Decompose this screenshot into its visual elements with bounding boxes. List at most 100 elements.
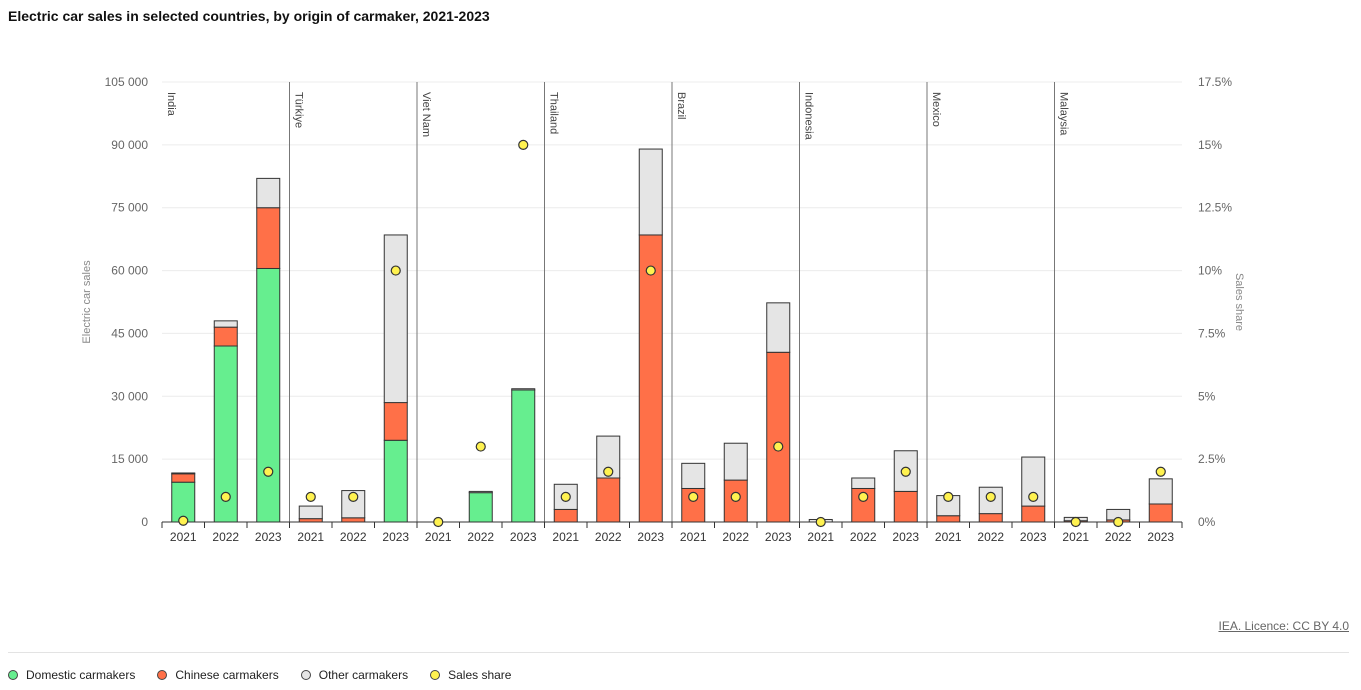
x-tick-label: 2022: [977, 530, 1004, 544]
x-tick-label: 2023: [892, 530, 919, 544]
x-tick-label: 2023: [382, 530, 409, 544]
y-tick-label: 60 000: [111, 264, 148, 278]
sales-share-point: [943, 491, 954, 502]
x-tick-label: 2022: [467, 530, 494, 544]
bar-chinese: [596, 477, 621, 523]
bar-other: [681, 462, 706, 489]
y2-tick-label: 7.5%: [1198, 326, 1226, 340]
x-tick-label: 2023: [510, 530, 537, 544]
x-tick-label: 2021: [297, 530, 324, 544]
sales-share-point: [390, 265, 401, 276]
country-label: Thailand: [548, 92, 560, 134]
y2-tick-label: 0%: [1198, 515, 1216, 529]
x-tick-label: 2023: [637, 530, 664, 544]
legend-label-other: Other carmakers: [318, 668, 409, 682]
legend-swatch-domestic: [8, 670, 18, 680]
bar-other: [596, 435, 621, 479]
bar-other: [766, 302, 791, 353]
x-tick-label: 2022: [595, 530, 622, 544]
legend-swatch-share: [430, 670, 441, 680]
x-tick-label: 2021: [680, 530, 707, 544]
x-tick-label: 2021: [935, 530, 962, 544]
legend-item-domestic[interactable]: Domestic carmakers: [8, 668, 135, 682]
bar-chinese: [256, 207, 281, 269]
legend-swatch-other: [300, 670, 311, 680]
y2-tick-label: 5%: [1198, 389, 1216, 403]
country-label: India: [165, 92, 177, 117]
bar-chinese: [978, 513, 1003, 523]
bar-domestic: [468, 492, 493, 523]
bar-domestic: [511, 389, 536, 523]
sales-share-point: [560, 491, 571, 502]
sales-share-point: [1028, 491, 1039, 502]
sales-share-point: [178, 515, 189, 526]
x-tick-label: 2021: [425, 530, 452, 544]
y-axis-title: Electric car sales: [81, 260, 93, 344]
x-tick-label: 2023: [1020, 530, 1047, 544]
bar-other: [468, 490, 493, 494]
sales-share-point: [1070, 516, 1081, 528]
sales-share-point: [730, 491, 741, 502]
legend-label-share: Sales share: [448, 668, 512, 682]
bar-chinese: [213, 326, 238, 347]
sales-share-point: [900, 466, 911, 477]
country-label: Malaysia: [1058, 92, 1070, 136]
country-label: Mexico: [930, 92, 942, 127]
sales-share-point: [985, 491, 996, 502]
sales-share-point: [475, 441, 486, 452]
y-tick-label: 90 000: [111, 138, 148, 152]
y-tick-label: 15 000: [111, 452, 148, 466]
bar-chinese: [171, 473, 196, 483]
sales-share-point: [773, 441, 784, 452]
bar-other: [171, 472, 196, 475]
sales-share-point: [518, 139, 529, 150]
bar-other: [383, 234, 408, 404]
bar-other: [851, 477, 876, 489]
legend-item-other[interactable]: Other carmakers: [300, 668, 409, 682]
bar-other: [1148, 478, 1173, 505]
x-tick-label: 2022: [850, 530, 877, 544]
bar-other: [256, 177, 281, 209]
bar-chinese: [1148, 503, 1173, 523]
bar-other: [723, 442, 748, 481]
bar-other: [511, 388, 536, 391]
y2-tick-label: 12.5%: [1198, 201, 1232, 215]
legend-label-domestic: Domestic carmakers: [26, 668, 136, 682]
sales-share-point: [348, 491, 359, 502]
source-link[interactable]: IEA. Licence: CC BY 4.0: [1218, 619, 1349, 633]
sales-share-point: [1113, 516, 1124, 528]
sales-share-point: [603, 466, 614, 477]
legend-item-chinese[interactable]: Chinese carmakers: [157, 668, 279, 682]
x-tick-label: 2022: [1105, 530, 1132, 544]
bar-chinese: [638, 234, 663, 523]
bar-chinese: [1021, 505, 1046, 523]
bar-chinese: [298, 518, 323, 523]
x-tick-label: 2021: [170, 530, 197, 544]
sales-share-point: [645, 265, 656, 276]
x-tick-label: 2023: [255, 530, 282, 544]
legend-item-share[interactable]: Sales share: [430, 668, 511, 682]
y-tick-label: 105 000: [105, 75, 149, 89]
y2-tick-label: 17.5%: [1198, 75, 1232, 89]
y2-axis-title: Sales share: [1233, 273, 1245, 331]
x-tick-label: 2023: [1147, 530, 1174, 544]
bar-chinese: [893, 490, 918, 523]
y-tick-label: 30 000: [111, 389, 148, 403]
country-label: Brazil: [675, 92, 687, 120]
sales-share-point: [688, 491, 699, 502]
country-label: Türkiye: [293, 92, 305, 128]
sales-share-point: [1155, 466, 1166, 477]
sales-share-point: [263, 466, 274, 477]
sales-share-point: [433, 516, 444, 528]
x-tick-label: 2022: [722, 530, 749, 544]
legend: Domestic carmakers Chinese carmakers Oth…: [8, 668, 511, 682]
x-tick-label: 2022: [212, 530, 239, 544]
bar-other: [341, 490, 366, 519]
x-tick-label: 2023: [765, 530, 792, 544]
x-tick-label: 2021: [807, 530, 834, 544]
legend-label-chinese: Chinese carmakers: [175, 668, 279, 682]
bar-domestic: [256, 267, 281, 523]
y2-tick-label: 15%: [1198, 138, 1222, 152]
bar-other: [1021, 456, 1046, 507]
legend-swatch-chinese: [157, 670, 168, 680]
